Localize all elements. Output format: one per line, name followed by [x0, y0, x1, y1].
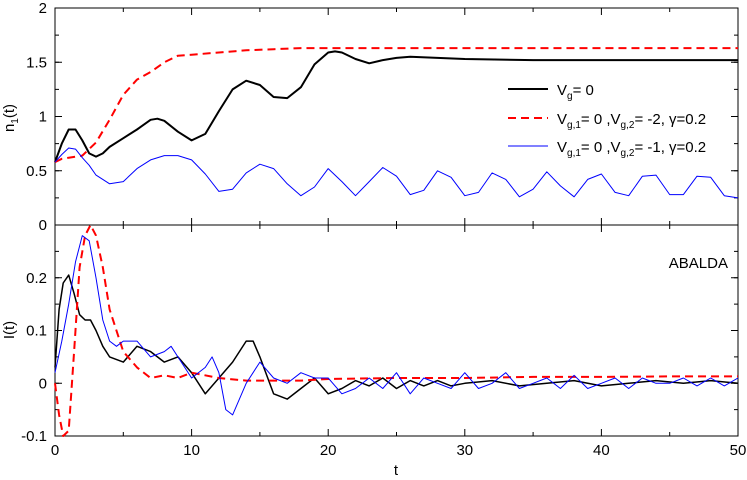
- y-tick-label: 0.1: [26, 323, 47, 340]
- x-tick-label: 10: [183, 442, 200, 459]
- panel-annotation: ABALDA: [669, 255, 728, 272]
- y-tick-label: 0: [39, 375, 47, 392]
- plot-frame-bottom: [54, 224, 739, 437]
- x-tick-label: 40: [593, 442, 610, 459]
- y-tick-label: 2: [39, 0, 47, 17]
- x-tick-label: 50: [730, 442, 747, 459]
- legend-entry-2: Vg,1= 0 ,Vg,2= -1, γ=0.2: [557, 139, 706, 159]
- x-tick-label: 20: [320, 442, 337, 459]
- legend-entry-0: Vg= 0: [557, 82, 594, 102]
- series-line-top-2: [54, 147, 739, 199]
- y-tick-label: 0.2: [26, 270, 47, 287]
- y-tick-label: 0: [39, 217, 47, 234]
- x-tick-label: 0: [51, 442, 59, 459]
- series-line-bottom-2: [54, 235, 739, 416]
- y-axis-label-top: n1(t): [1, 104, 21, 132]
- series-line-top-0: [54, 50, 738, 163]
- legend-entry-1: Vg,1= 0 ,Vg,2= -2, γ=0.2: [557, 111, 706, 131]
- y-tick-label: -0.1: [21, 428, 47, 445]
- y-axis-label-bottom: I(t): [1, 321, 18, 339]
- series-line-bottom-1: [54, 224, 738, 437]
- series-line-bottom-0: [54, 274, 739, 400]
- y-tick-label: 1.5: [26, 54, 47, 71]
- series-line-top-1: [54, 47, 738, 163]
- x-tick-label: 30: [456, 442, 473, 459]
- y-tick-label: 1: [39, 109, 47, 126]
- x-axis-label: t: [394, 462, 399, 479]
- y-tick-label: 0.5: [26, 163, 47, 180]
